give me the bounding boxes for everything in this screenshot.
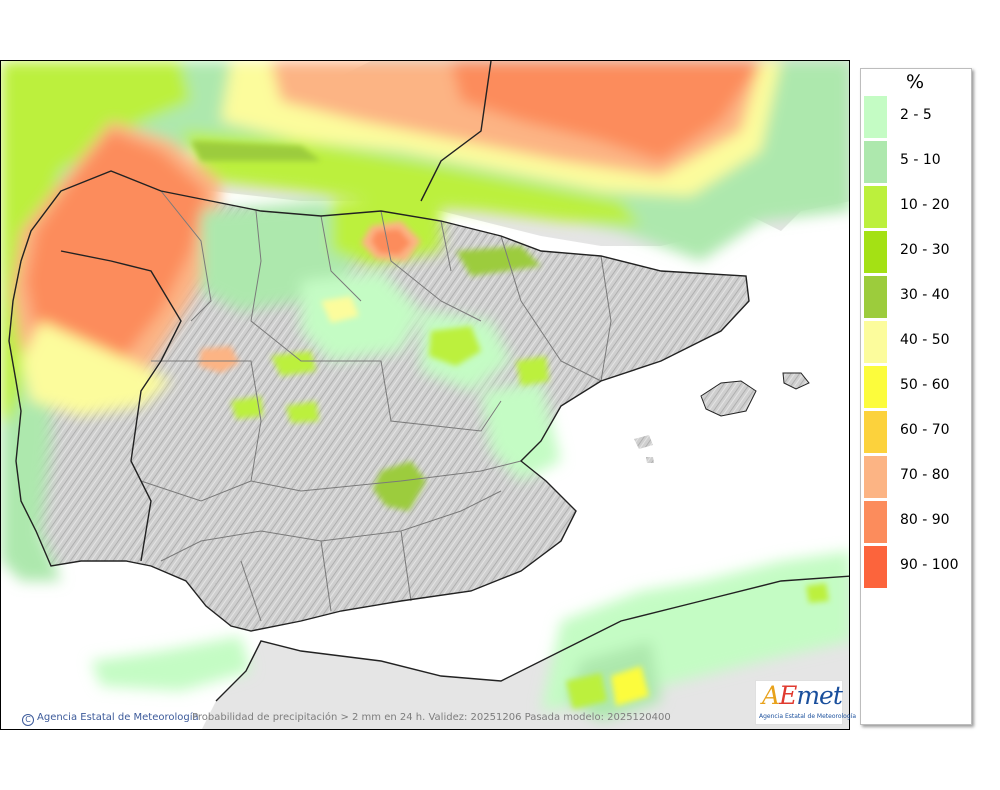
map-canvas xyxy=(1,61,849,729)
legend-swatch xyxy=(864,141,887,183)
legend-label: 50 - 60 xyxy=(900,377,950,393)
probability-hotspots xyxy=(191,141,829,709)
legend-label: 20 - 30 xyxy=(900,242,950,258)
legend-swatch xyxy=(864,456,887,498)
legend-swatch xyxy=(864,501,887,543)
legend-swatch xyxy=(864,276,887,318)
map-caption: Probabilidad de precipitación > 2 mm en … xyxy=(192,712,671,723)
logo-subtitle: Agencia Estatal de Meteorología xyxy=(759,713,856,720)
region-borders xyxy=(140,190,612,622)
legend-swatch xyxy=(864,186,887,228)
legend-label: 30 - 40 xyxy=(900,287,950,303)
legend-label: 90 - 100 xyxy=(900,557,959,573)
country-borders xyxy=(8,61,849,702)
legend-label: 80 - 90 xyxy=(900,512,950,528)
legend: % 2 - 5 5 - 10 10 - 20 20 - 30 30 - 40 4… xyxy=(860,68,972,725)
legend-label: 40 - 50 xyxy=(900,332,950,348)
agency-credit: C Agencia Estatal de Meteorología xyxy=(22,712,199,726)
logo-wordmark: AEmet xyxy=(762,681,843,710)
legend-swatch xyxy=(864,411,887,453)
aemet-logo: AEmet Agencia Estatal de Meteorología xyxy=(755,680,856,725)
legend-label: 60 - 70 xyxy=(900,422,950,438)
legend-swatch xyxy=(864,96,887,138)
precipitation-probability-map[interactable] xyxy=(0,60,850,730)
legend-label: 2 - 5 xyxy=(900,107,932,123)
probability-fields xyxy=(1,61,849,721)
legend-swatch xyxy=(864,321,887,363)
legend-title: % xyxy=(905,71,925,93)
legend-label: 70 - 80 xyxy=(900,467,950,483)
legend-swatch xyxy=(864,366,887,408)
copyright-icon: C xyxy=(22,714,34,726)
credit-text: Agencia Estatal de Meteorología xyxy=(37,712,199,723)
legend-swatch xyxy=(864,546,887,588)
legend-swatch xyxy=(864,231,887,273)
legend-label: 5 - 10 xyxy=(900,152,941,168)
legend-label: 10 - 20 xyxy=(900,197,950,213)
